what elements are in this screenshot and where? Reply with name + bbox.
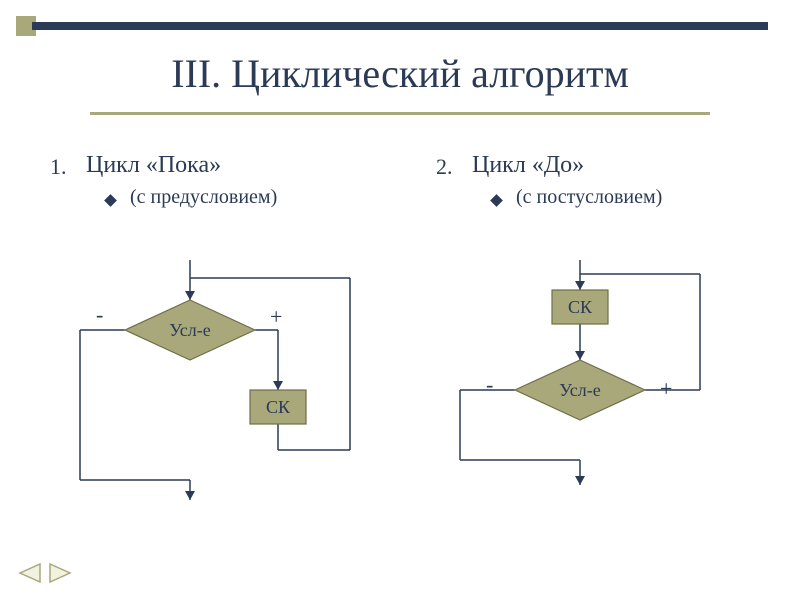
label-minus-right: - <box>486 372 493 398</box>
title-underline <box>90 112 710 115</box>
label-plus-right: + <box>660 376 672 402</box>
svg-text:Усл-е: Усл-е <box>559 380 601 400</box>
next-slide-button[interactable] <box>48 562 74 584</box>
list-subtitle-2: (с постусловием) <box>516 186 662 209</box>
slide-title: III. Циклический алгоритм <box>0 50 800 97</box>
svg-text:СК: СК <box>266 397 291 417</box>
list-title-2: Цикл «До» <box>472 152 584 179</box>
flowchart-while: Усл-е СК <box>60 260 380 510</box>
label-minus-left: - <box>96 302 103 328</box>
bullet-icon <box>490 194 503 207</box>
top-rule <box>32 22 768 30</box>
list-subtitle-1: (с предусловием) <box>130 186 277 209</box>
svg-text:Усл-е: Усл-е <box>169 320 211 340</box>
list-title-1: Цикл «Пока» <box>86 152 221 179</box>
label-plus-left: + <box>270 304 282 330</box>
bullet-icon <box>104 194 117 207</box>
list-number-1: 1. <box>50 154 67 180</box>
prev-slide-button[interactable] <box>16 562 42 584</box>
list-number-2: 2. <box>436 154 453 180</box>
svg-text:СК: СК <box>568 297 593 317</box>
